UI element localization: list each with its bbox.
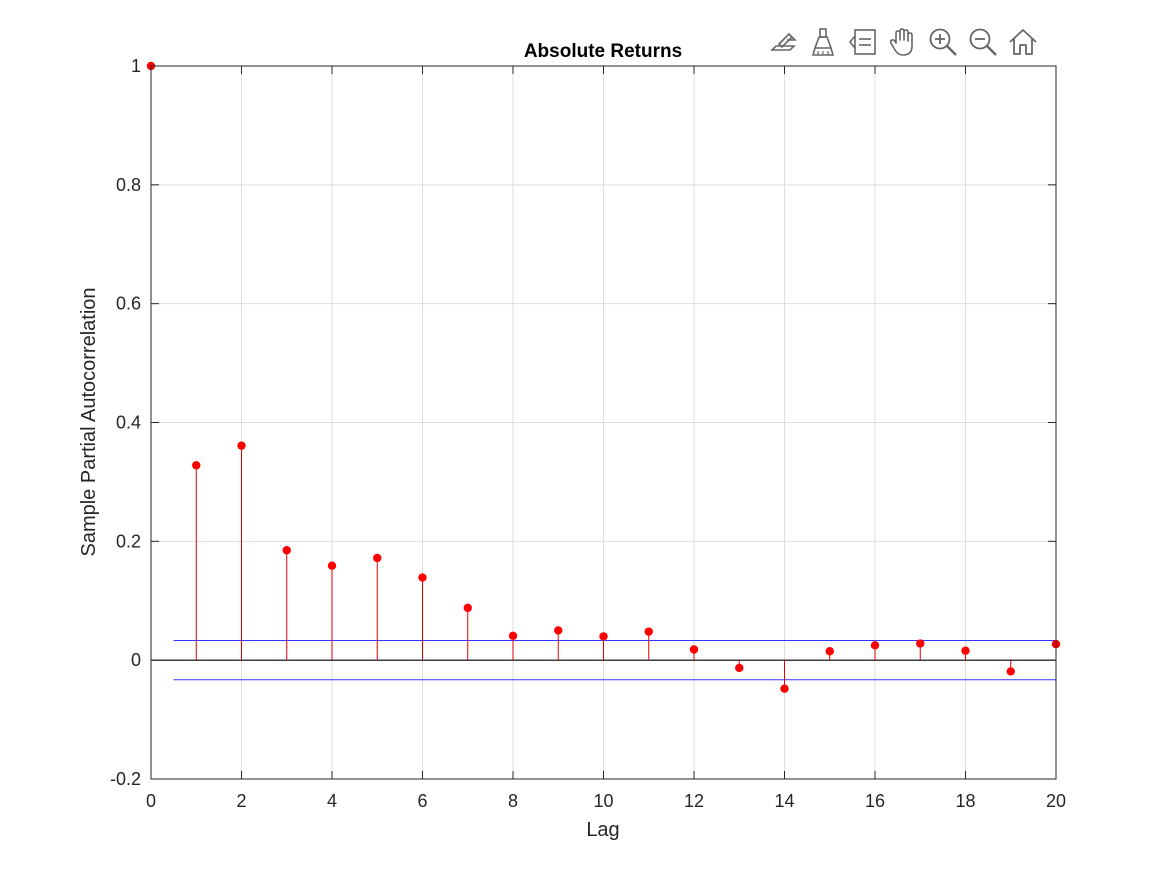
stem-marker bbox=[599, 632, 608, 641]
x-tick-label: 12 bbox=[684, 791, 704, 811]
y-tick-label: 0.8 bbox=[116, 175, 141, 195]
stem-marker bbox=[735, 663, 744, 673]
stem-marker bbox=[554, 626, 563, 635]
x-tick-label: 4 bbox=[327, 791, 337, 811]
pan-hand-icon bbox=[889, 28, 913, 56]
stem-marker bbox=[327, 561, 337, 570]
y-tick-label: 0.6 bbox=[116, 294, 141, 314]
edit-plot-icon bbox=[770, 32, 797, 51]
stem-marker bbox=[780, 684, 789, 693]
x-tick-label: 0 bbox=[146, 791, 156, 811]
confidence-bounds bbox=[173, 640, 1056, 681]
x-tick-label: 2 bbox=[236, 791, 246, 811]
legend-toggle-icon bbox=[848, 29, 876, 55]
zoom-out-button[interactable] bbox=[963, 22, 1003, 62]
pan-button[interactable] bbox=[883, 22, 923, 62]
stem-marker bbox=[237, 441, 246, 450]
x-tick-label: 6 bbox=[417, 791, 427, 811]
grid-lines bbox=[150, 65, 1057, 780]
zoom-in-button[interactable] bbox=[923, 22, 963, 62]
legend-toggle-button[interactable] bbox=[843, 22, 883, 62]
axes-toolbar bbox=[763, 22, 1043, 62]
y-tick-label: 0.4 bbox=[116, 413, 141, 433]
x-axis-label: Lag bbox=[586, 819, 619, 841]
restore-view-button[interactable] bbox=[1003, 22, 1043, 62]
stem-marker bbox=[825, 647, 834, 656]
y-tick-label: 1 bbox=[131, 56, 141, 76]
edit-plot-button[interactable] bbox=[763, 22, 803, 62]
zoom-out-icon bbox=[969, 28, 997, 56]
data-brush-button[interactable] bbox=[803, 22, 843, 62]
y-tick-label: 0 bbox=[131, 650, 141, 670]
stem-marker bbox=[870, 641, 880, 650]
x-tick-label: 14 bbox=[774, 791, 794, 811]
stem-marker bbox=[508, 631, 518, 641]
stem-marker bbox=[916, 639, 925, 648]
stem-marker bbox=[689, 645, 699, 654]
y-tick-label: 0.2 bbox=[116, 531, 141, 551]
zoom-in-icon bbox=[929, 28, 957, 56]
stem-marker bbox=[961, 646, 970, 655]
x-tick-label: 10 bbox=[593, 791, 613, 811]
x-tick-label: 8 bbox=[508, 791, 518, 811]
stem-marker bbox=[418, 573, 427, 582]
chart-title: Absolute Returns bbox=[524, 41, 682, 62]
stem-marker bbox=[373, 553, 382, 563]
x-tick-label: 20 bbox=[1046, 791, 1066, 811]
y-axis-label: Sample Partial Autocorrelation bbox=[78, 287, 100, 556]
stem-marker bbox=[1006, 667, 1015, 676]
data-brush-icon bbox=[811, 28, 835, 56]
x-tick-label: 16 bbox=[865, 791, 885, 811]
home-restore-view-icon bbox=[1009, 29, 1037, 55]
y-tick-label: -0.2 bbox=[110, 769, 141, 789]
axis-ticks bbox=[150, 65, 1057, 780]
x-tick-labels: 0 2 4 6 8 10 12 14 16 18 20 bbox=[146, 791, 1066, 811]
stem-marker bbox=[463, 603, 472, 613]
stem-marker bbox=[644, 627, 653, 636]
stem-marker bbox=[282, 546, 291, 555]
stem-marker bbox=[192, 461, 201, 470]
y-tick-labels: -0.2 0 0.2 0.4 0.6 0.8 1 bbox=[110, 56, 141, 789]
x-tick-label: 18 bbox=[955, 791, 975, 811]
